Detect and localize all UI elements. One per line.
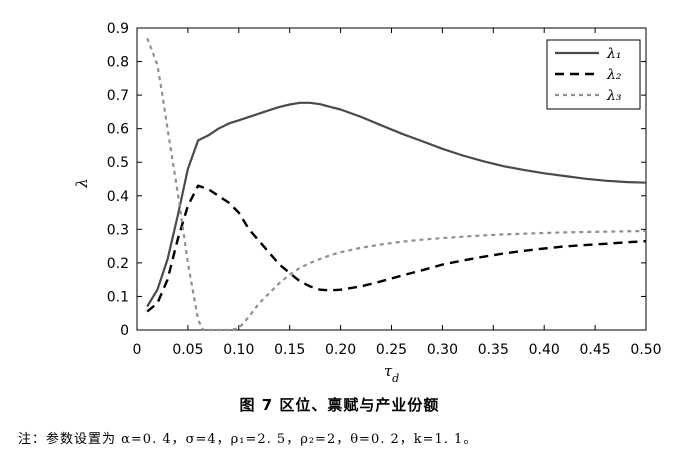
x-tick-label: 0.50 — [630, 342, 661, 358]
x-tick-label: 0.30 — [427, 342, 458, 358]
x-tick-label: 0.45 — [580, 342, 611, 358]
series-layer — [146, 37, 647, 332]
legend: λ₁ λ₂ λ₃ — [546, 39, 641, 110]
axes: 0 0.05 0.10 0.15 0.20 0.25 0.30 0.35 0.40 0.45 0.5… — [73, 21, 662, 385]
x-tick-label: 0.15 — [274, 342, 305, 358]
x-tick-label: 0.40 — [529, 342, 560, 358]
y-tick-label: 0.9 — [107, 21, 129, 37]
x-tick-label: 0.10 — [223, 342, 254, 358]
y-tick-label: 0.7 — [107, 88, 129, 104]
x-tick-label: 0.25 — [376, 342, 407, 358]
y-tick-label: 0.1 — [107, 289, 129, 305]
y-tick-label: 0.2 — [107, 256, 129, 272]
y-tick-label: 0.3 — [107, 222, 129, 238]
y-tick-label: 0.8 — [107, 55, 129, 71]
x-tick-label: 0 — [133, 342, 142, 358]
y-tick-label: 0.6 — [107, 122, 129, 138]
figure-note: 注：参数设置为 α=0. 4，σ=4，ρ₁=2. 5，ρ₂=2，θ=0. 2，k… — [18, 432, 478, 447]
series-line-lambda2 — [146, 184, 647, 313]
series-line-lambda3 — [146, 37, 647, 332]
y-tick-label: 0 — [120, 323, 129, 339]
y-axis-label: λ — [73, 178, 91, 189]
y-tick-label: 0.5 — [107, 155, 129, 171]
x-tick-label: 0.20 — [325, 342, 356, 358]
figure-caption: 图 7 区位、禀赋与产业份额 — [239, 396, 440, 414]
legend-label-lambda2: λ₂ — [606, 67, 622, 83]
line-chart: 0 0.05 0.10 0.15 0.20 0.25 0.30 0.35 0.40 0.45 0.5… — [73, 21, 662, 385]
series-line-lambda1 — [146, 101, 647, 308]
legend-label-lambda1: λ₁ — [606, 46, 622, 62]
x-tick-label: 0.05 — [172, 342, 203, 358]
legend-label-lambda3: λ₃ — [606, 88, 622, 104]
y-tick-label: 0.4 — [107, 189, 129, 205]
x-axis-label: τd — [384, 362, 399, 385]
x-tick-label: 0.35 — [478, 342, 509, 358]
